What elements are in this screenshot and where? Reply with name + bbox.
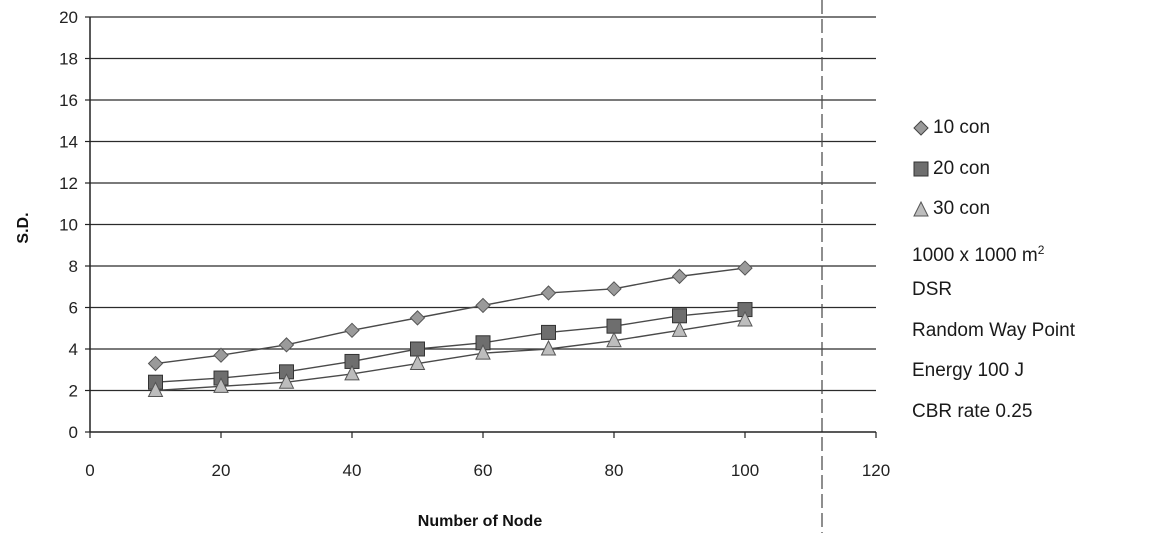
y-tick-label: 4 xyxy=(69,340,78,359)
protocol-note: DSR xyxy=(912,279,953,300)
diamond-marker-icon xyxy=(912,119,930,137)
x-axis-title: Number of Node xyxy=(418,513,543,530)
x-tick-label: 80 xyxy=(605,461,624,480)
data-point xyxy=(475,297,491,314)
y-tick-label: 6 xyxy=(69,299,78,318)
legend-label: 10 con xyxy=(933,117,991,139)
x-tick-label: 20 xyxy=(212,461,231,480)
data-point xyxy=(541,324,556,340)
data-point xyxy=(147,355,164,372)
data-point xyxy=(278,373,295,389)
y-tick-label: 8 xyxy=(69,257,78,276)
series-line-2 xyxy=(155,319,746,392)
data-point xyxy=(344,322,360,339)
data-point xyxy=(737,260,753,276)
y-tick-label: 0 xyxy=(69,423,78,442)
legend-item-10-con: 10 con xyxy=(912,108,1148,149)
data-point xyxy=(213,377,229,393)
data-point xyxy=(672,308,687,324)
y-tick-label: 14 xyxy=(59,133,78,152)
legend-label: 30 con xyxy=(933,198,991,220)
triangle-marker-icon xyxy=(912,200,930,218)
x-tick-label: 120 xyxy=(862,461,890,480)
series-line-0 xyxy=(155,267,746,365)
y-tick-label: 18 xyxy=(59,50,78,69)
data-point xyxy=(671,268,688,285)
data-point xyxy=(147,381,164,397)
data-point xyxy=(410,341,425,357)
mobility-note: Random Way Point xyxy=(912,319,1075,341)
y-tick-label: 2 xyxy=(69,382,78,401)
y-tick-label: 16 xyxy=(59,91,78,110)
data-point xyxy=(409,354,426,371)
legend: 10 con 20 con 30 con 1000 x 1000 m2 DSR … xyxy=(912,108,1148,432)
x-tick-label: 60 xyxy=(474,461,493,480)
data-point xyxy=(540,339,557,356)
energy-note: Energy 100 J xyxy=(912,360,1024,381)
cbr-note: CBR rate 0.25 xyxy=(912,400,1033,422)
data-point xyxy=(737,310,753,327)
area-note: 1000 x 1000 m2 xyxy=(912,242,1045,266)
x-tick-label: 100 xyxy=(731,461,759,480)
series-line-1 xyxy=(155,308,746,383)
y-axis-title: S.D. xyxy=(15,212,32,243)
legend-item-20-con: 20 con xyxy=(912,149,1148,190)
legend-label: 20 con xyxy=(933,157,991,179)
data-point xyxy=(540,285,557,301)
data-point xyxy=(671,321,688,337)
data-point xyxy=(606,281,622,297)
x-tick-label: 0 xyxy=(85,461,94,480)
data-point xyxy=(606,318,622,334)
data-point xyxy=(344,364,360,381)
data-point xyxy=(409,310,426,326)
x-tick-label: 40 xyxy=(343,461,362,480)
y-tick-label: 12 xyxy=(59,174,78,193)
y-tick-label: 10 xyxy=(59,216,78,235)
y-tick-label: 20 xyxy=(59,8,78,27)
data-point xyxy=(213,347,229,363)
square-marker-icon xyxy=(912,160,930,178)
legend-item-30-con: 30 con xyxy=(912,189,1148,230)
data-point xyxy=(475,344,491,360)
data-point xyxy=(606,331,622,348)
data-point xyxy=(278,337,295,353)
